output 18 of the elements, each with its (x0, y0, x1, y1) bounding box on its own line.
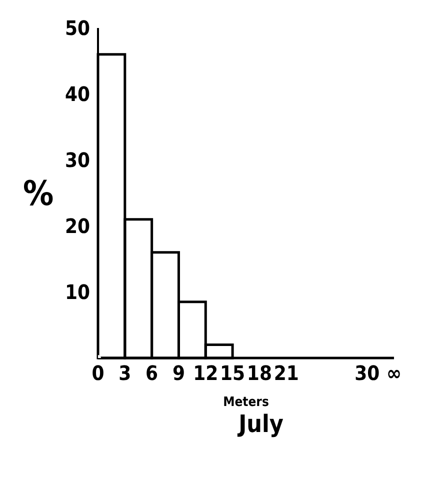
x-tick-label: 6 (146, 361, 158, 386)
y-tick-label: 40 (64, 82, 90, 106)
x-tick-label: 0 (92, 361, 104, 386)
x-axis-title: Meters (223, 395, 269, 410)
x-tick-label: 18 (246, 361, 272, 386)
x-tick-label: 15 (220, 361, 246, 386)
x-tick-label: ∞ (386, 361, 402, 386)
y-tick-label: 30 (64, 148, 90, 172)
x-tick-label: 3 (118, 361, 132, 386)
x-tick-label: 9 (172, 361, 185, 386)
x-tick-label: 30 (354, 361, 380, 386)
y-tick-label: 50 (64, 16, 90, 40)
y-tick-label: 20 (64, 214, 90, 238)
y-tick-label: 10 (64, 280, 90, 304)
x-tick-label: 21 (274, 361, 299, 386)
x-tick-label: 12 (193, 361, 218, 386)
text: July (236, 410, 284, 438)
y-axis-title: % (23, 174, 54, 214)
